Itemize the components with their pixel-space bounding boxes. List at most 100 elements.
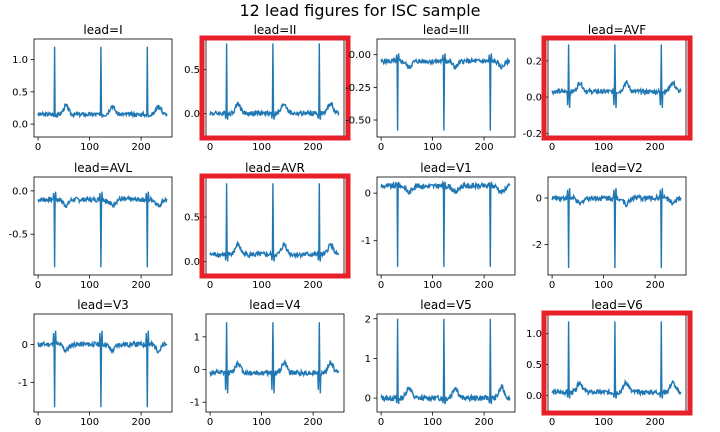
- x-tick-label-lead-ii: 0: [207, 142, 213, 153]
- y-tick-label-lead-i: 0.0: [12, 120, 28, 131]
- x-tick-label-lead-i: 100: [80, 142, 99, 153]
- axes-frame-lead-v3: [33, 313, 173, 413]
- y-tick-label-lead-v2: -2: [532, 240, 542, 251]
- panel-title-lead-iii: lead=III: [423, 23, 469, 37]
- panel-lead-avl: lead=AVL 0 100 200 0.0 -0.5: [8, 161, 173, 291]
- panel-title-lead-avl: lead=AVL: [74, 161, 132, 175]
- panel-title-lead-v4: lead=V4: [249, 298, 301, 312]
- y-tick-label-lead-avf: 0.0: [526, 93, 542, 104]
- x-tick-label-lead-iii: 100: [423, 142, 442, 153]
- x-tick-label-lead-ii: 100: [252, 142, 271, 153]
- x-tick-label-lead-avf: 0: [549, 142, 555, 153]
- y-tick-label-lead-v2: 0: [536, 194, 542, 205]
- x-tick-label-lead-v3: 100: [80, 417, 99, 428]
- x-tick-label-lead-ii: 200: [304, 142, 323, 153]
- y-tick-label-lead-v4: -1: [190, 398, 200, 409]
- y-tick-label-lead-v1: -1: [361, 236, 371, 247]
- x-tick-label-lead-avl: 0: [35, 280, 41, 291]
- ecg-trace-lead-i: [37, 46, 168, 119]
- x-tick-label-lead-v4: 100: [252, 417, 271, 428]
- panel-title-lead-avf: lead=AVF: [588, 23, 646, 37]
- y-tick-label-lead-avr: 0.0: [184, 257, 200, 268]
- ecg-trace-lead-avr: [209, 183, 340, 262]
- panel-title-lead-v5: lead=V5: [420, 298, 472, 312]
- y-tick-label-lead-v5: 1: [365, 354, 371, 365]
- ecg-trace-lead-ii: [209, 43, 340, 120]
- y-tick-label-lead-avr: 0.5: [184, 213, 200, 224]
- x-tick-label-lead-v2: 100: [594, 280, 613, 291]
- y-tick-label-lead-v4: 0: [194, 365, 200, 376]
- ecg-trace-lead-v5: [380, 318, 511, 405]
- panel-title-lead-avr: lead=AVR: [245, 161, 305, 175]
- panel-title-lead-v3: lead=V3: [77, 298, 129, 312]
- y-tick-label-lead-iii: 0.00: [349, 50, 371, 61]
- axes-frame-lead-i: [33, 38, 173, 138]
- axes-frame-lead-avl: [33, 176, 173, 276]
- panel-lead-avf: lead=AVF 0 100 200 0.2 0.0 -0.2: [522, 23, 693, 153]
- ecg-trace-lead-v6: [551, 321, 682, 399]
- x-tick-label-lead-v2: 200: [646, 280, 665, 291]
- x-tick-label-lead-v2: 0: [549, 280, 555, 291]
- highlight-box-lead-ii: [199, 35, 351, 141]
- y-tick-label-lead-i: 1.0: [12, 55, 28, 66]
- x-tick-label-lead-avf: 200: [646, 142, 665, 153]
- panel-lead-v1: lead=V1 0 100 200 0 -1: [361, 161, 516, 291]
- x-tick-label-lead-v1: 0: [378, 280, 384, 291]
- x-tick-label-lead-iii: 200: [475, 142, 494, 153]
- x-tick-label-lead-avl: 200: [132, 280, 151, 291]
- panel-lead-v5: lead=V5 0 100 200 2 1 0: [365, 298, 516, 428]
- ecg-trace-lead-avf: [551, 44, 682, 109]
- y-tick-label-lead-v4: 1: [194, 332, 200, 343]
- y-tick-label-lead-avf: -0.2: [522, 129, 542, 140]
- y-tick-label-lead-avl: 0.0: [12, 186, 28, 197]
- panel-lead-v4: lead=V4 0 100 200 1 0 -1: [190, 298, 345, 428]
- ecg-trace-lead-iii: [380, 53, 511, 131]
- x-tick-label-lead-v3: 200: [132, 417, 151, 428]
- ecg-trace-lead-avl: [37, 191, 168, 268]
- panel-lead-avr: lead=AVR 0 100 200 0.0 0.5: [184, 161, 351, 291]
- y-tick-label-lead-v3: -1: [18, 378, 28, 389]
- x-tick-label-lead-avr: 100: [252, 280, 271, 291]
- axes-frame-lead-iii: [376, 38, 516, 138]
- y-tick-label-lead-ii: 0.0: [184, 109, 200, 120]
- x-tick-label-lead-avr: 0: [207, 280, 213, 291]
- y-tick-label-lead-v3: 0: [22, 340, 28, 351]
- y-tick-label-lead-avl: -0.5: [8, 230, 28, 241]
- panel-lead-v6: lead=V6 0 100 200 1.0 0.5 0.0: [526, 298, 693, 428]
- highlight-box-lead-avf: [541, 35, 693, 141]
- x-tick-label-lead-v6: 200: [646, 417, 665, 428]
- panel-title-lead-v2: lead=V2: [591, 161, 643, 175]
- x-tick-label-lead-v5: 0: [378, 417, 384, 428]
- x-tick-label-lead-i: 200: [132, 142, 151, 153]
- y-tick-label-lead-v5: 0: [365, 394, 371, 405]
- ecg-trace-lead-v4: [209, 322, 340, 394]
- axes-frame-lead-v1: [376, 176, 516, 276]
- y-tick-label-lead-v6: 0.0: [526, 391, 542, 402]
- panel-lead-v3: lead=V3 0 100 200 0 -1: [18, 298, 173, 428]
- x-tick-label-lead-v5: 100: [423, 417, 442, 428]
- ecg-trace-lead-v1: [380, 179, 511, 267]
- x-tick-label-lead-v1: 100: [423, 280, 442, 291]
- x-tick-label-lead-v5: 200: [475, 417, 494, 428]
- x-tick-label-lead-avl: 100: [80, 280, 99, 291]
- y-tick-label-lead-i: 0.5: [12, 87, 28, 98]
- axes-frame-lead-v2: [547, 176, 687, 276]
- y-tick-label-lead-avf: 0.2: [526, 56, 542, 67]
- highlight-box-lead-v6: [541, 310, 693, 416]
- figure-title: 12 lead figures for ISC sample: [239, 1, 480, 20]
- y-tick-label-lead-v6: 0.5: [526, 360, 542, 371]
- panel-lead-ii: lead=II 0 100 200 0.0 0.5: [184, 23, 351, 153]
- x-tick-label-lead-iii: 0: [378, 142, 384, 153]
- x-tick-label-lead-avf: 100: [594, 142, 613, 153]
- x-tick-label-lead-v1: 200: [475, 280, 494, 291]
- panel-title-lead-ii: lead=II: [254, 23, 297, 37]
- axes-frame-lead-v4: [205, 313, 345, 413]
- panel-title-lead-v6: lead=V6: [591, 298, 643, 312]
- highlight-box-lead-avr: [199, 173, 351, 279]
- x-tick-label-lead-v6: 100: [594, 417, 613, 428]
- x-tick-label-lead-avr: 200: [304, 280, 323, 291]
- x-tick-label-lead-i: 0: [35, 142, 41, 153]
- x-tick-label-lead-v4: 200: [304, 417, 323, 428]
